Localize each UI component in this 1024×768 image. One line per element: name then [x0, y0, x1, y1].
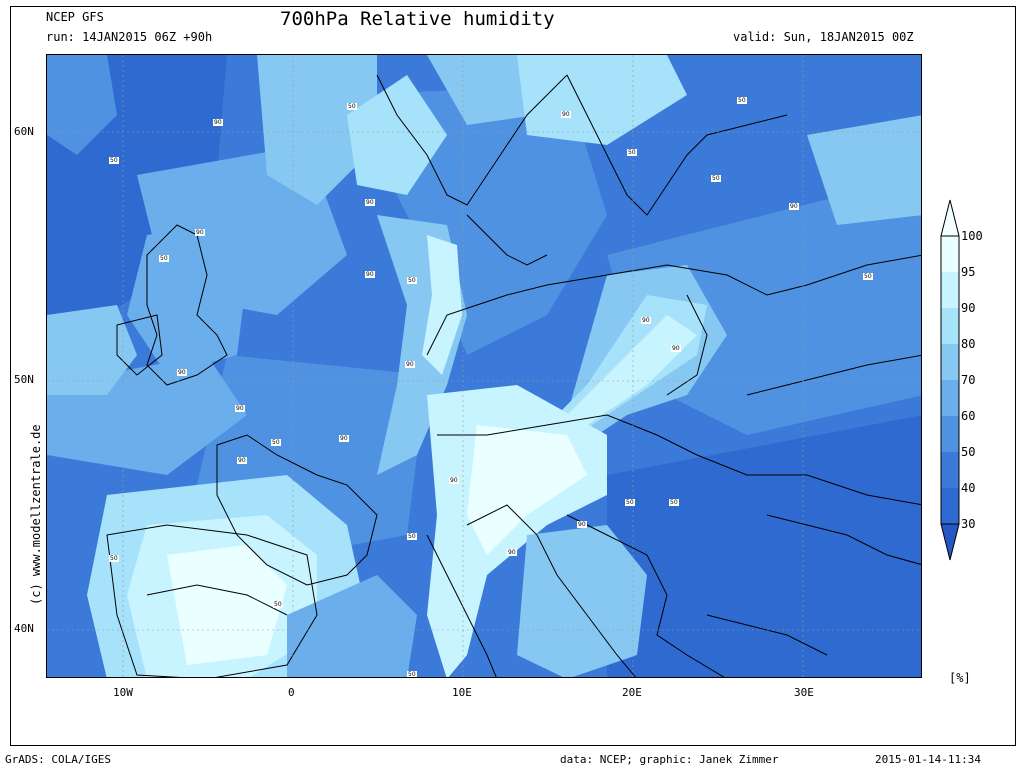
contour-label: 90	[237, 457, 247, 464]
lat-label-60n: 60N	[14, 125, 34, 138]
contour-label: 90	[195, 229, 205, 236]
lon-label-0: 0	[288, 686, 295, 699]
colorbar-level: 50	[961, 445, 976, 459]
chart-title: 700hPa Relative humidity	[280, 8, 555, 30]
colorbar-level: 70	[961, 373, 976, 387]
contour-label: 50	[159, 255, 169, 262]
colorbar-level: 40	[961, 481, 976, 495]
contour-label: 90	[405, 361, 415, 368]
lon-label-30e: 30E	[794, 686, 814, 699]
colorbar-unit: [%]	[949, 671, 971, 685]
lat-label-40n: 40N	[14, 622, 34, 635]
contour-label: 90	[789, 203, 799, 210]
contour-label: 50	[109, 157, 119, 164]
site-credit: (c) www.modellzentrale.de	[29, 424, 43, 605]
footer-data-credit: data: NCEP; graphic: Janek Zimmer	[560, 753, 779, 766]
contour-label: 50	[407, 277, 417, 284]
colorbar-level: 80	[961, 337, 976, 351]
contour-label: 50	[273, 601, 283, 608]
colorbar-band	[941, 272, 959, 308]
contour-label: 50	[863, 273, 873, 280]
contour-label: 50	[627, 149, 637, 156]
contour-label: 90	[177, 369, 187, 376]
colorbar-level: 100	[961, 229, 983, 243]
contour-label: 50	[407, 671, 417, 678]
colorbar-band	[941, 236, 959, 272]
contour-label: 50	[711, 175, 721, 182]
colorbar	[940, 199, 960, 561]
footer-timestamp: 2015-01-14-11:34	[875, 753, 981, 766]
colorbar-level: 60	[961, 409, 976, 423]
contour-label: 50	[109, 555, 119, 562]
colorbar-band	[941, 344, 959, 380]
run-time: run: 14JAN2015 06Z +90h	[46, 30, 213, 44]
contour-label: 90	[561, 111, 571, 118]
colorbar-level: 30	[961, 517, 976, 531]
contour-label: 90	[507, 549, 517, 556]
model-name: NCEP GFS	[46, 10, 104, 24]
contour-label: 90	[577, 521, 587, 528]
lat-label-50n: 50N	[14, 373, 34, 386]
lon-label-10e: 10E	[452, 686, 472, 699]
colorbar-level: 95	[961, 265, 976, 279]
contour-label: 90	[235, 405, 245, 412]
valid-time: valid: Sun, 18JAN2015 00Z	[733, 30, 914, 44]
colorbar-band	[941, 308, 959, 344]
contour-label: 90	[213, 119, 223, 126]
contour-label: 90	[365, 271, 375, 278]
colorbar-band	[941, 452, 959, 488]
contour-label: 50	[271, 439, 281, 446]
plot-frame	[10, 6, 1016, 746]
contour-label: 90	[641, 317, 651, 324]
humidity-map[interactable]: 50 90 50 90 50 90 50 90 50 50 90 90 90 5…	[46, 54, 922, 678]
contour-label: 50	[625, 499, 635, 506]
colorbar-level: 90	[961, 301, 976, 315]
contour-label: 90	[365, 199, 375, 206]
colorbar-bottom-arrow	[941, 524, 959, 560]
colorbar-band	[941, 488, 959, 524]
footer-grads: GrADS: COLA/IGES	[5, 753, 111, 766]
lon-label-20e: 20E	[622, 686, 642, 699]
contour-label: 50	[347, 103, 357, 110]
colorbar-top-arrow	[941, 200, 959, 236]
lon-label-10w: 10W	[113, 686, 133, 699]
colorbar-band	[941, 380, 959, 416]
contour-label: 50	[669, 499, 679, 506]
contour-label: 90	[339, 435, 349, 442]
contour-label: 50	[407, 533, 417, 540]
contour-label: 50	[737, 97, 747, 104]
contour-label: 90	[449, 477, 459, 484]
humidity-field	[47, 55, 921, 677]
contour-label: 90	[671, 345, 681, 352]
colorbar-band	[941, 416, 959, 452]
